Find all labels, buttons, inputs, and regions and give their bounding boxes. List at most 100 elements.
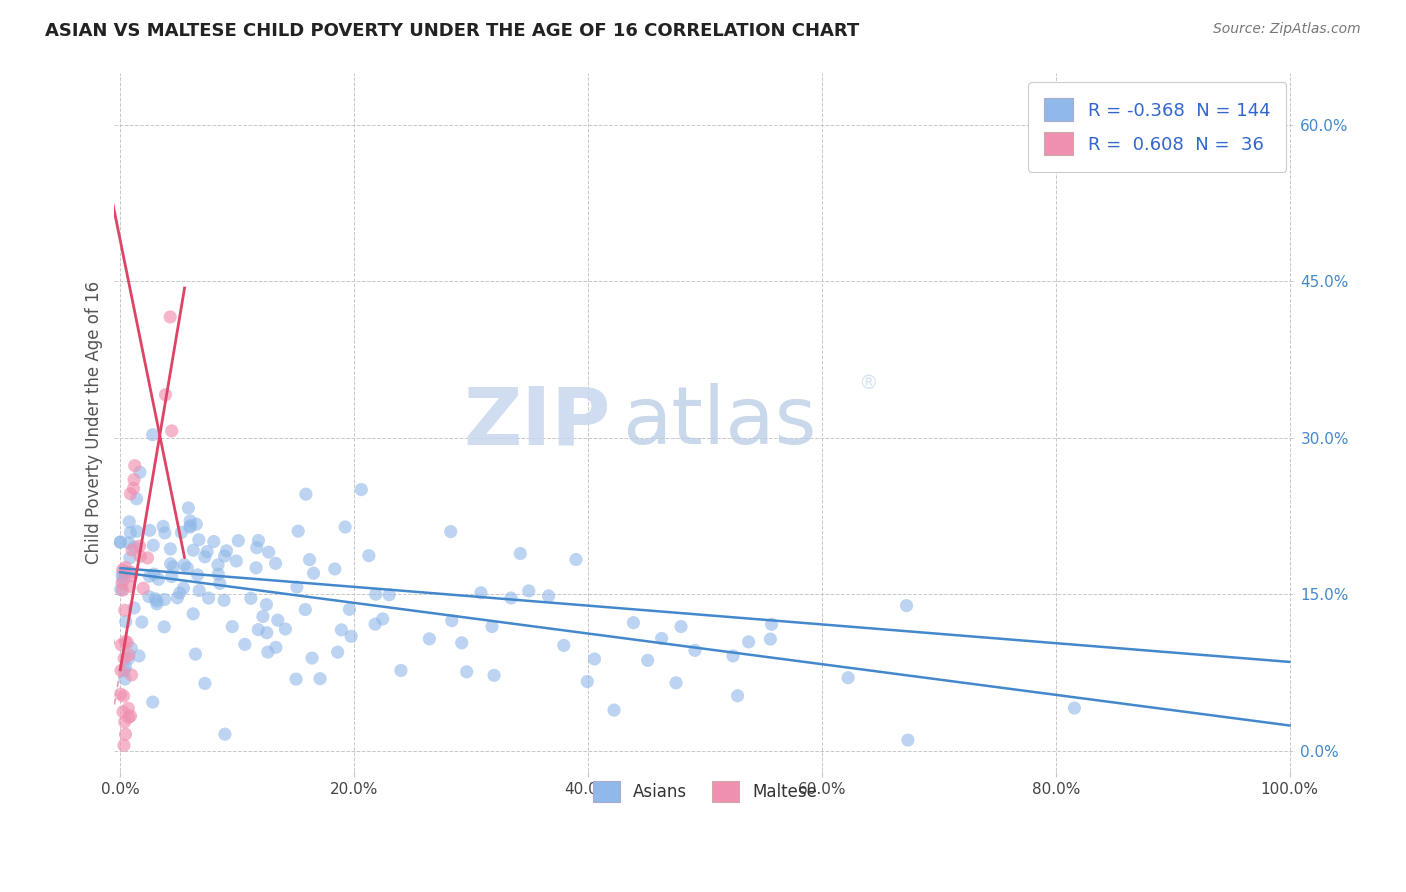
Point [418,632,440,646]
Point [583,652,606,666]
Point [179,520,201,534]
Point [214,727,236,741]
Point [350,483,373,497]
Point [120,566,142,580]
Point [118,550,141,565]
Point [309,672,332,686]
Text: ASIAN VS MALTESE CHILD POVERTY UNDER THE AGE OF 16 CORRELATION CHART: ASIAN VS MALTESE CHILD POVERTY UNDER THE… [45,22,859,40]
Point [181,543,204,558]
Point [129,465,152,479]
Point [114,603,136,617]
Point [378,588,401,602]
Point [122,540,145,554]
Point [214,549,236,563]
Point [153,620,176,634]
Point [110,687,132,701]
Point [114,672,136,686]
Point [125,491,148,506]
Point [111,575,134,590]
Point [603,703,626,717]
Point [340,629,363,643]
Point [264,640,287,655]
Point [247,533,270,548]
Point [737,635,759,649]
Point [173,581,195,595]
Point [440,524,463,539]
Point [187,533,209,547]
Text: ZIP: ZIP [463,384,610,461]
Point [112,664,135,678]
Point [759,632,782,646]
Text: atlas: atlas [623,384,817,461]
Point [110,664,132,678]
Point [225,554,247,568]
Point [177,500,200,515]
Point [114,660,136,674]
Point [669,619,692,633]
Point [120,641,142,656]
Point [246,541,269,555]
Point [326,645,349,659]
Point [112,651,135,665]
Point [122,601,145,615]
Point [298,552,321,566]
Point [159,557,181,571]
Point [339,602,361,616]
Point [138,569,160,583]
Point [118,515,141,529]
Point [179,518,201,533]
Point [136,550,159,565]
Point [110,582,132,597]
Point [896,599,918,613]
Point [221,619,243,633]
Point [111,569,134,583]
Point [252,609,274,624]
Point [576,674,599,689]
Point [121,668,143,682]
Point [456,665,478,679]
Point [239,591,262,606]
Y-axis label: Child Poverty Under the Age of 16: Child Poverty Under the Age of 16 [86,281,103,564]
Point [117,701,139,715]
Point [159,541,181,556]
Point [482,668,505,682]
Point [226,533,249,548]
Point [142,567,165,582]
Point [285,580,308,594]
Point [245,561,267,575]
Point [761,617,783,632]
Point [173,558,195,572]
Point [162,559,184,574]
Point [117,635,139,649]
Point [138,524,160,538]
Point [194,549,217,564]
Point [129,549,152,564]
Point [247,623,270,637]
Point [122,481,145,495]
Point [256,625,278,640]
Point [120,487,142,501]
Point [553,639,575,653]
Point [509,547,531,561]
Point [142,538,165,552]
Point [153,525,176,540]
Point [233,637,256,651]
Point [120,568,142,582]
Point [264,557,287,571]
Point [207,558,229,572]
Point [160,569,183,583]
Point [285,672,308,686]
Point [389,664,412,678]
Point [118,648,141,662]
Point [837,671,859,685]
Point [897,733,920,747]
Point [184,647,207,661]
Point [470,586,492,600]
Point [118,579,141,593]
Point [195,544,218,558]
Point [114,615,136,629]
Point [112,705,135,719]
Point [143,591,166,606]
Point [110,535,132,549]
Point [481,619,503,633]
